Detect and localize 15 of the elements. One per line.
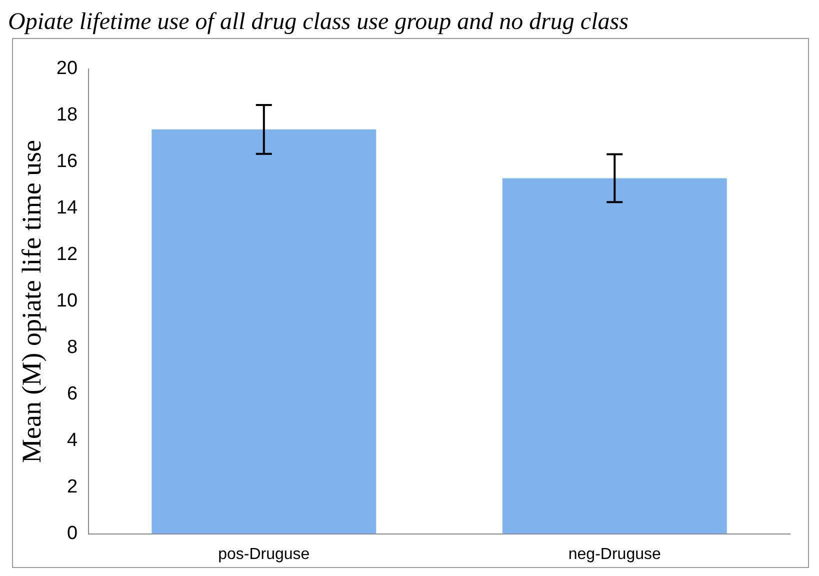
x-tick-label: pos-Druguse: [218, 546, 310, 563]
y-tick-label: 8: [66, 337, 78, 358]
y-tick-label: 10: [56, 290, 78, 312]
y-tick-label: 14: [56, 198, 78, 219]
y-tick-label: 16: [56, 151, 78, 172]
chart-title: Opiate lifetime use of all drug class use group and no drug class: [8, 8, 630, 36]
y-axis-title: Mean (M) opiate life time use: [16, 140, 46, 463]
y-tick-label: 0: [66, 523, 78, 544]
y-tick-label: 6: [66, 384, 78, 405]
y-tick-label: 20: [56, 58, 78, 80]
y-tick-label: 18: [56, 104, 78, 126]
y-tick-label: 4: [66, 430, 78, 452]
y-tick-label: 12: [56, 244, 78, 266]
x-tick-label: neg-Druguse: [568, 546, 661, 563]
y-tick-label: 2: [66, 476, 78, 498]
